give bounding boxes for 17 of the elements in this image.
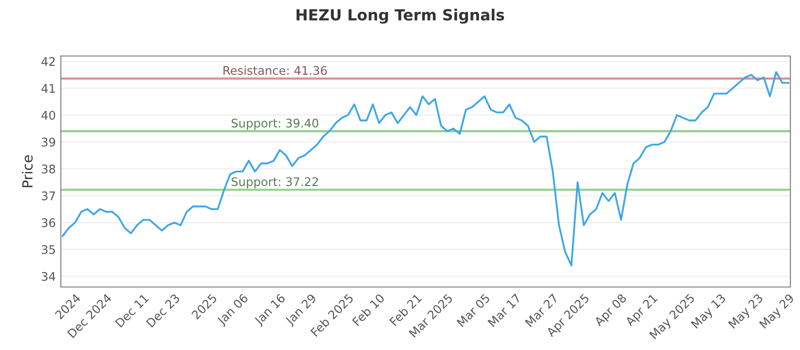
y-tick-label: 34 bbox=[42, 272, 56, 281]
y-axis-title: Price bbox=[22, 155, 33, 188]
y-tick-label: 40 bbox=[41, 110, 56, 120]
y-tick-label: 42 bbox=[41, 57, 55, 66]
y-tick-label: 41 bbox=[41, 84, 55, 93]
y-tick-label: 39 bbox=[42, 138, 56, 147]
x-tick-label: Mar 17 bbox=[488, 294, 522, 328]
ref-line-label: Support: 37.22 bbox=[232, 177, 318, 188]
ref-line-label: Resistance: 41.36 bbox=[224, 66, 327, 75]
chart-title: HEZU Long Term Signals bbox=[296, 8, 504, 24]
y-tick-label: 35 bbox=[42, 245, 55, 254]
ref-line-label: Support: 39.40 bbox=[232, 118, 318, 130]
y-tick-label: 36 bbox=[42, 218, 56, 228]
x-tick-label: Feb 10 bbox=[352, 293, 385, 326]
y-tick-label: 37 bbox=[42, 191, 55, 200]
y-tick-label: 38 bbox=[42, 164, 56, 174]
x-tick-label: Jan 06 bbox=[216, 293, 250, 328]
